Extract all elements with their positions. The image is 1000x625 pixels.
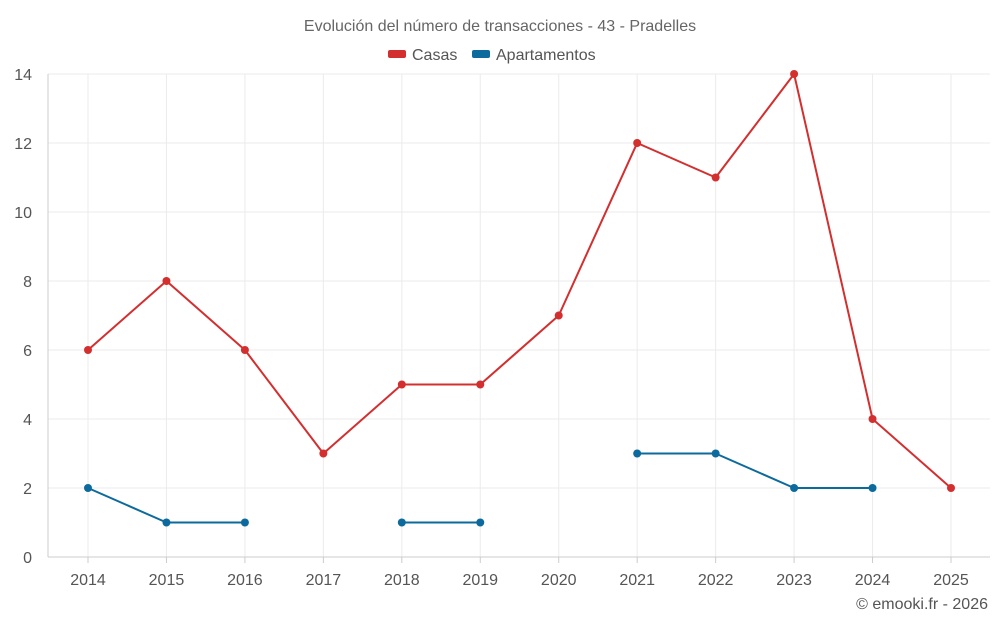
data-point-apartamentos[interactable] bbox=[240, 518, 249, 527]
data-point-casas[interactable] bbox=[397, 380, 406, 389]
data-point-apartamentos[interactable] bbox=[633, 449, 642, 458]
legend-swatch-casas bbox=[388, 50, 406, 58]
data-point-casas[interactable] bbox=[711, 173, 720, 182]
x-tick-label: 2021 bbox=[619, 572, 655, 589]
y-tick-label: 0 bbox=[23, 550, 32, 567]
series-apartamentos bbox=[84, 449, 877, 527]
credit-text: © emooki.fr - 2026 bbox=[856, 596, 988, 613]
axes: 0 2 4 6 8 10 12 14 2014 2015 2016 2017 2018 2019 2020 2… bbox=[14, 67, 990, 589]
data-point-casas[interactable] bbox=[947, 484, 955, 492]
x-tick-label: 2016 bbox=[227, 572, 263, 589]
x-tick-label: 2017 bbox=[306, 572, 342, 589]
data-point-casas[interactable] bbox=[240, 346, 249, 354]
x-tick-label: 2015 bbox=[149, 572, 185, 589]
data-point-apartamentos[interactable] bbox=[162, 518, 171, 527]
data-point-casas[interactable] bbox=[633, 139, 642, 147]
x-tick-label: 2023 bbox=[776, 572, 812, 589]
series-casas bbox=[84, 70, 955, 492]
chart-title: Evolución del número de transacciones - … bbox=[304, 18, 696, 35]
data-point-apartamentos[interactable] bbox=[84, 484, 92, 492]
y-tick-label: 4 bbox=[23, 412, 32, 429]
data-point-apartamentos[interactable] bbox=[397, 518, 406, 527]
series bbox=[84, 70, 955, 527]
data-point-casas[interactable] bbox=[162, 277, 171, 285]
data-point-casas[interactable] bbox=[554, 311, 563, 320]
y-tick-label: 14 bbox=[14, 67, 32, 84]
x-tick-label: 2019 bbox=[462, 572, 498, 589]
y-tick-label: 12 bbox=[14, 136, 32, 153]
data-point-apartamentos[interactable] bbox=[711, 449, 720, 458]
x-tick-label: 2025 bbox=[933, 572, 969, 589]
data-point-apartamentos[interactable] bbox=[868, 484, 877, 492]
x-tick-label: 2024 bbox=[855, 572, 891, 589]
data-point-apartamentos[interactable] bbox=[790, 484, 799, 492]
data-point-casas[interactable] bbox=[319, 449, 328, 458]
y-tick-label: 8 bbox=[23, 274, 32, 291]
data-point-casas[interactable] bbox=[790, 70, 799, 78]
y-tick-label: 6 bbox=[23, 343, 32, 360]
series-line-apartamentos bbox=[637, 452, 873, 489]
legend-swatch-apartamentos bbox=[472, 50, 490, 58]
legend-item-casas[interactable]: Casas bbox=[388, 47, 457, 64]
data-point-casas[interactable] bbox=[84, 346, 92, 354]
grid bbox=[48, 73, 990, 558]
x-tick-label: 2014 bbox=[70, 572, 106, 589]
x-tick-label: 2022 bbox=[698, 572, 734, 589]
legend-label-casas: Casas bbox=[412, 47, 457, 64]
legend: Casas Apartamentos bbox=[388, 47, 596, 64]
y-tick-label: 2 bbox=[23, 481, 32, 498]
x-tick-label: 2020 bbox=[541, 572, 577, 589]
data-point-casas[interactable] bbox=[868, 415, 877, 423]
y-tick-label: 10 bbox=[14, 205, 32, 222]
data-point-casas[interactable] bbox=[476, 380, 485, 389]
data-point-apartamentos[interactable] bbox=[476, 518, 485, 527]
x-tick-label: 2018 bbox=[384, 572, 420, 589]
series-line-casas bbox=[87, 73, 952, 489]
legend-item-apartamentos[interactable]: Apartamentos bbox=[472, 47, 596, 64]
legend-label-apartamentos: Apartamentos bbox=[496, 47, 596, 64]
